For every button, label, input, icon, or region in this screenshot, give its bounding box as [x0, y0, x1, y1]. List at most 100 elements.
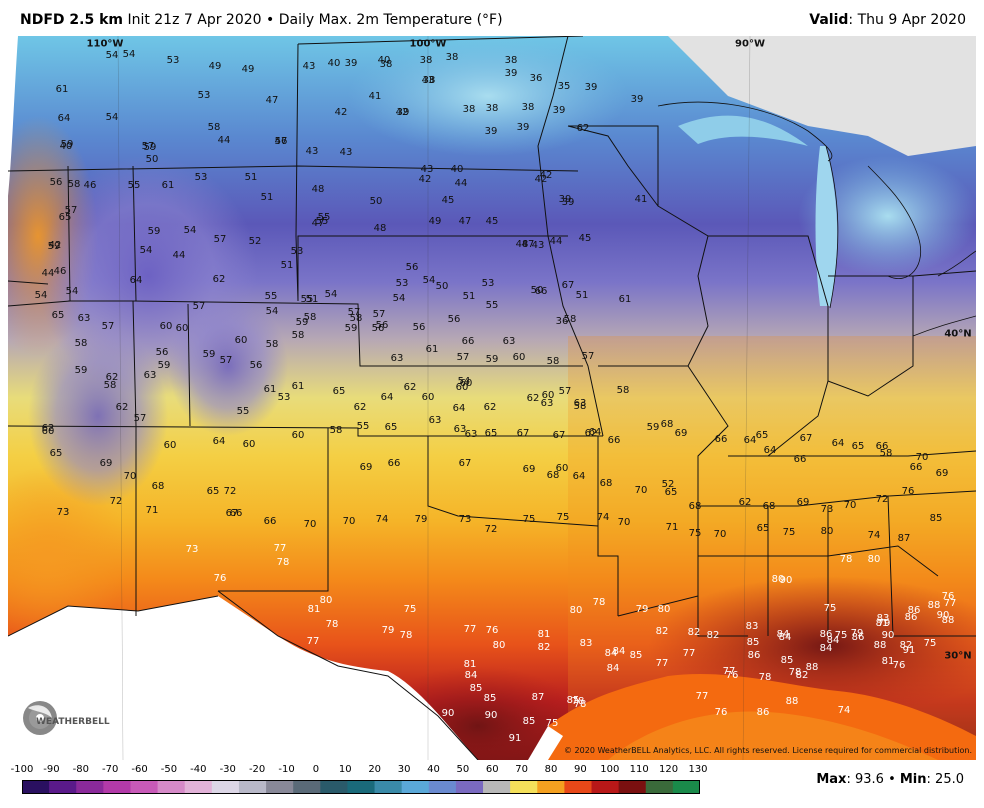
dark-temp-label: 58 [265, 339, 279, 350]
dark-temp-label: 39 [504, 68, 518, 79]
colorbar-segment [130, 780, 159, 794]
dark-temp-label: 59 [60, 139, 74, 150]
dark-temp-label: 57 [133, 413, 147, 424]
dark-temp-label: 72 [109, 496, 123, 507]
dark-temp-label: 74 [375, 514, 389, 525]
dark-temp-label: 35 [557, 81, 571, 92]
colorbar-segment [49, 780, 77, 794]
colorbar-segment [672, 780, 700, 794]
header: NDFD 2.5 km Init 21z 7 Apr 2020 • Daily … [0, 0, 984, 34]
dark-temp-label: 68 [151, 481, 165, 492]
dark-temp-label: 70 [342, 516, 356, 527]
coord-40n: 40°N [944, 328, 972, 340]
dark-temp-label: 58 [879, 448, 893, 459]
dark-temp-label: 73 [56, 507, 70, 518]
dark-temp-label: 75 [688, 528, 702, 539]
dark-temp-label: 38 [485, 103, 499, 114]
weatherbell-logo: WEATHERBELL [23, 701, 110, 735]
dark-temp-label: 38 [445, 52, 459, 63]
max-value: : 93.6 [846, 772, 884, 787]
dark-temp-label: 74 [596, 512, 610, 523]
light-temp-label: 83 [745, 621, 759, 632]
light-temp-label: 90 [484, 710, 498, 721]
light-temp-label: 82 [687, 627, 701, 638]
dark-temp-label: 47 [274, 136, 288, 147]
light-temp-label: 81 [463, 659, 477, 670]
dark-temp-label: 58 [573, 401, 587, 412]
dark-temp-label: 72 [875, 494, 889, 505]
dark-temp-label: 67 [799, 433, 813, 444]
dark-temp-label: 66 [909, 462, 923, 473]
light-temp-label: 91 [508, 733, 522, 744]
light-temp-label: 80 [319, 595, 333, 606]
light-temp-label: 85 [566, 695, 580, 706]
colorbar-tick-label: 60 [485, 764, 499, 775]
dark-temp-label: 60 [291, 430, 305, 441]
light-temp-label: 79 [877, 618, 891, 629]
dark-temp-label: 38 [379, 59, 393, 70]
dark-temp-label: 53 [290, 246, 304, 257]
light-temp-label: 74 [837, 705, 851, 716]
light-temp-label: 88 [805, 662, 819, 673]
dark-temp-label: 63 [428, 415, 442, 426]
dark-temp-label: 58 [349, 313, 363, 324]
dark-temp-label: 66 [263, 516, 277, 527]
dark-temp-label: 65 [851, 441, 865, 452]
dark-temp-label: 70 [634, 485, 648, 496]
light-temp-label: 86 [907, 605, 921, 616]
dark-temp-label: 64 [572, 471, 586, 482]
dark-temp-label: 63 [502, 336, 516, 347]
dark-temp-label: 38 [419, 55, 433, 66]
dark-temp-label: 56 [375, 320, 389, 331]
dark-temp-label: 70 [303, 519, 317, 530]
dark-temp-label: 64 [57, 113, 71, 124]
light-temp-label: 77 [722, 666, 736, 677]
dark-temp-label: 54 [34, 290, 48, 301]
dark-temp-label: 48 [515, 239, 529, 250]
dark-temp-label: 39 [552, 105, 566, 116]
light-temp-label: 82 [706, 630, 720, 641]
dark-temp-label: 59 [147, 226, 161, 237]
colorbar-segment [591, 780, 620, 794]
dark-temp-label: 62 [584, 428, 598, 439]
light-temp-label: 75 [834, 630, 848, 641]
colorbar-tick-label: -20 [248, 764, 266, 775]
dark-temp-label: 60 [421, 392, 435, 403]
dark-temp-label: 69 [359, 462, 373, 473]
map-title: NDFD 2.5 km Init 21z 7 Apr 2020 • Daily … [20, 12, 503, 28]
light-temp-label: 80 [657, 604, 671, 615]
dark-temp-label: 44 [41, 268, 55, 279]
dark-temp-label: 55 [300, 294, 314, 305]
min-label: Min [899, 772, 927, 787]
colorbar-tick-label: -80 [72, 764, 89, 775]
dark-temp-label: 51 [305, 294, 319, 305]
light-temp-label: 75 [923, 638, 937, 649]
dark-temp-label: 51 [462, 291, 476, 302]
light-temp-label: 84 [778, 632, 792, 643]
dark-temp-label: 66 [387, 458, 401, 469]
logo-text: WEATHERBELL [36, 717, 110, 727]
colorbar-tick-label: -40 [190, 764, 207, 775]
light-temp-label: 87 [531, 692, 545, 703]
dark-temp-label: 56 [412, 322, 426, 333]
dark-temp-label: 40 [59, 141, 73, 152]
light-temp-label: 84 [604, 648, 618, 659]
light-temp-label: 78 [399, 630, 413, 641]
dark-temp-label: 58 [329, 425, 343, 436]
colorbar-tick-label: 70 [515, 764, 529, 775]
light-temp-label: 86 [756, 707, 770, 718]
dark-temp-label: 53 [481, 278, 495, 289]
colorbar-ticks: -100 -90 -80 -70 -60 -50 -40 -30 -20 -10 0 10 20 30 40… [0, 764, 720, 778]
colorbar-segment [347, 780, 376, 794]
dark-temp-label: 64 [743, 435, 757, 446]
dark-temp-label: 39 [561, 197, 575, 208]
dark-temp-label: 60 [541, 390, 555, 401]
dark-temp-label: 59 [344, 323, 358, 334]
dark-temp-label: 57 [192, 301, 206, 312]
dark-temp-label: 62 [212, 274, 226, 285]
light-temp-label: 76 [725, 670, 739, 681]
dark-temp-label: 54 [422, 275, 436, 286]
dark-temp-label: 60 [159, 321, 173, 332]
colorbar-segment [618, 780, 647, 794]
dark-temp-label: 65 [384, 422, 398, 433]
